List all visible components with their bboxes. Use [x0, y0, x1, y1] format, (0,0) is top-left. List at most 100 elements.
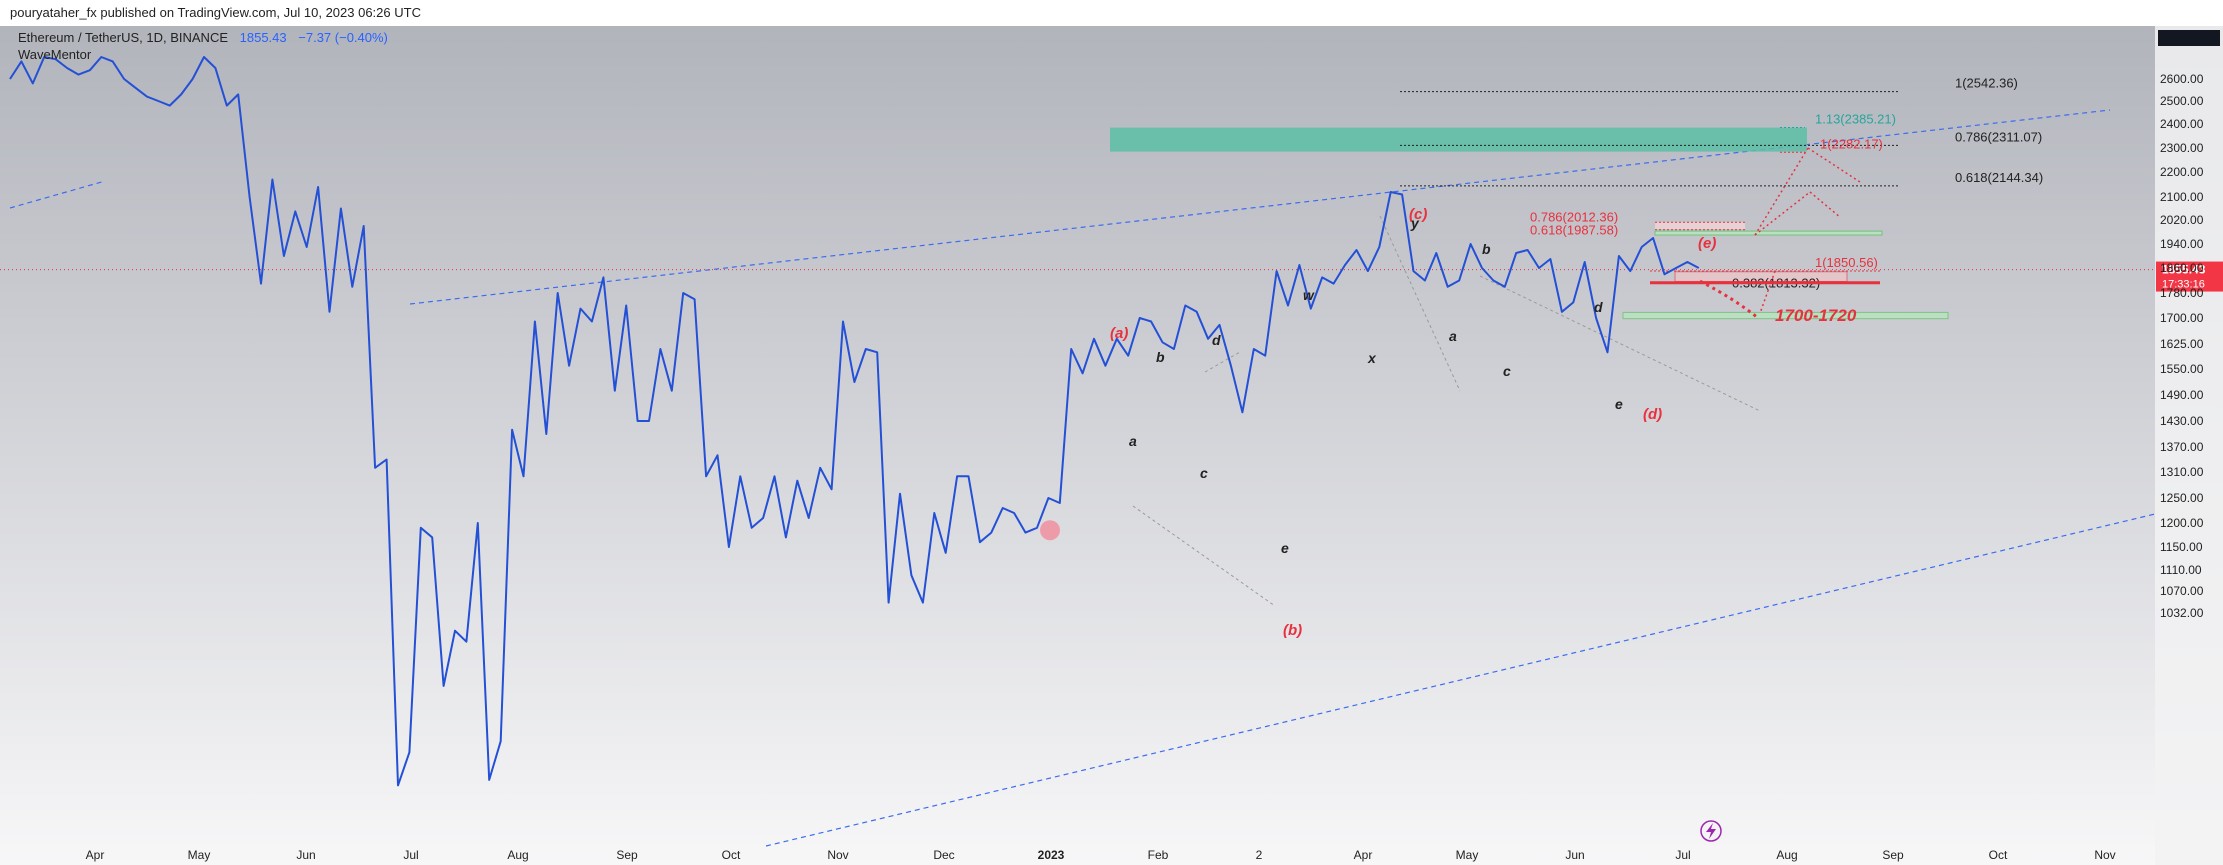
wave-channel-line	[1379, 215, 1461, 392]
current-price-value: 1855.43	[2162, 263, 2206, 277]
y-tick-label: 2400.00	[2160, 117, 2204, 131]
y-tick-label: 1625.00	[2160, 337, 2204, 351]
trend-line	[9, 180, 106, 209]
wave-label-minor: w	[1303, 287, 1315, 303]
chart-background	[0, 26, 2223, 865]
x-tick-label: Feb	[1148, 848, 1169, 862]
fib-label: 0.786(2012.36)	[1530, 209, 1618, 224]
fib-label: 1(1850.56)	[1815, 255, 1878, 270]
projection-line	[1754, 191, 1811, 236]
x-tick-label: Sep	[1882, 848, 1904, 862]
y-tick-label: 1250.00	[2160, 491, 2204, 505]
axis-top-box	[2158, 30, 2220, 46]
lightning-icon[interactable]	[1700, 820, 1722, 842]
fib-label: 1700-1720	[1775, 306, 1857, 325]
x-tick-label: Nov	[827, 848, 848, 862]
fib-label: 0.786(2311.07)	[1955, 129, 2042, 144]
y-tick-label: 1700.00	[2160, 311, 2204, 325]
projection-line	[1807, 147, 1861, 183]
y-tick-label: 2500.00	[2160, 94, 2204, 108]
y-tick-label: 1200.00	[2160, 516, 2204, 530]
wave-label-primary: (e)	[1698, 235, 1716, 252]
wave-label-primary: (d)	[1643, 406, 1662, 423]
wave-label-minor: b	[1482, 241, 1491, 257]
wave-label-minor: e	[1281, 540, 1289, 556]
wave-label-minor: c	[1200, 465, 1208, 481]
wave-label-minor: d	[1212, 332, 1221, 348]
target-zone	[1110, 127, 1807, 152]
fib-label: 0.618(2144.34)	[1955, 170, 2043, 185]
symbol-name: Ethereum / TetherUS, 1D, BINANCE	[18, 30, 228, 45]
y-tick-label: 1490.00	[2160, 388, 2204, 402]
x-tick-label: Jun	[1565, 848, 1584, 862]
wave-label-minor: d	[1594, 299, 1603, 315]
wave-label-primary: (c)	[1409, 206, 1427, 223]
fib-zone	[1655, 222, 1745, 229]
x-tick-label: Jun	[296, 848, 315, 862]
x-tick-label: Oct	[722, 848, 741, 862]
current-price-badge	[2156, 261, 2223, 292]
y-tick-label: 1550.00	[2160, 362, 2204, 376]
wave-label-minor: y	[1410, 215, 1420, 231]
symbol-price: 1855.43	[240, 30, 287, 45]
y-tick-label: 1110.00	[2160, 563, 2202, 577]
projection-line	[1809, 191, 1841, 218]
x-tick-label: Dec	[933, 848, 954, 862]
header-bar: pouryataher_fx published on TradingView.…	[0, 0, 2223, 27]
wave-label-minor: b	[1156, 349, 1165, 365]
fib-label: 1.13(2385.21)	[1815, 112, 1896, 127]
wave-label-minor: a	[1449, 328, 1457, 344]
y-tick-label: 2600.00	[2160, 72, 2204, 86]
x-tick-label: Oct	[1989, 848, 2008, 862]
wave-label-minor: a	[1129, 433, 1137, 449]
x-tick-label: 2	[1256, 848, 1263, 862]
fib-label: 0.618(1987.58)	[1530, 223, 1618, 238]
y-tick-label: 1940.00	[2160, 237, 2204, 251]
x-tick-label: 2023	[1038, 848, 1065, 862]
y-tick-label: 1032.00	[2160, 606, 2204, 620]
wave-label-minor: x	[1367, 350, 1377, 366]
y-tick-label: 1370.00	[2160, 440, 2204, 454]
wave-label-minor: c	[1503, 363, 1511, 379]
x-tick-label: Nov	[2094, 848, 2115, 862]
y-tick-label: 2020.00	[2160, 213, 2204, 227]
y-tick-label: 1860.00	[2160, 261, 2204, 275]
y-tick-label: 2100.00	[2160, 190, 2204, 204]
x-tick-label: May	[188, 848, 211, 862]
symbol-change: −7.37 (−0.40%)	[298, 30, 388, 45]
low-marker-dot	[1040, 520, 1060, 541]
price-chart[interactable]: 1855.43 17:33:16 1(2542.36) 0.786(2311.07)…	[0, 26, 2223, 865]
x-tick-label: Aug	[1776, 848, 1797, 862]
y-tick-label: 2200.00	[2160, 165, 2204, 179]
x-tick-label: Jul	[403, 848, 418, 862]
support-zone-upper	[1654, 230, 1883, 236]
price-series-line	[9, 56, 1700, 787]
y-tick-label: 1430.00	[2160, 414, 2204, 428]
x-tick-label: Apr	[1354, 848, 1373, 862]
wave-label-primary: (a)	[1110, 325, 1128, 342]
fib-label: 1(2542.36)	[1955, 76, 2018, 91]
y-tick-label: 2300.00	[2160, 141, 2204, 155]
projection-line	[1754, 147, 1809, 236]
x-tick-label: May	[1456, 848, 1479, 862]
y-tick-label: 1780.00	[2160, 286, 2204, 300]
x-tick-label: Aug	[507, 848, 528, 862]
trend-line	[409, 109, 2111, 305]
wave-channel-line	[1132, 505, 1276, 607]
wave-label-minor: e	[1615, 396, 1623, 412]
trend-line	[765, 513, 2156, 847]
published-by-text: pouryataher_fx published on TradingView.…	[10, 5, 421, 20]
fib-label: 1(2282.17)	[1820, 136, 1883, 151]
wave-channel-line	[1204, 351, 1241, 373]
x-tick-label: Sep	[616, 848, 638, 862]
symbol-legend: Ethereum / TetherUS, 1D, BINANCE 1855.43…	[18, 30, 388, 45]
x-tick-label: Jul	[1675, 848, 1690, 862]
y-tick-label: 1070.00	[2160, 584, 2204, 598]
y-tick-label: 1150.00	[2160, 540, 2203, 554]
wave-label-primary: (b)	[1283, 622, 1302, 639]
y-tick-label: 1310.00	[2160, 465, 2204, 479]
forecast-path	[1699, 279, 1759, 320]
indicator-name: WaveMentor	[18, 47, 92, 62]
support-zone-lower	[1622, 311, 1949, 320]
price-axis-panel	[2155, 26, 2223, 865]
